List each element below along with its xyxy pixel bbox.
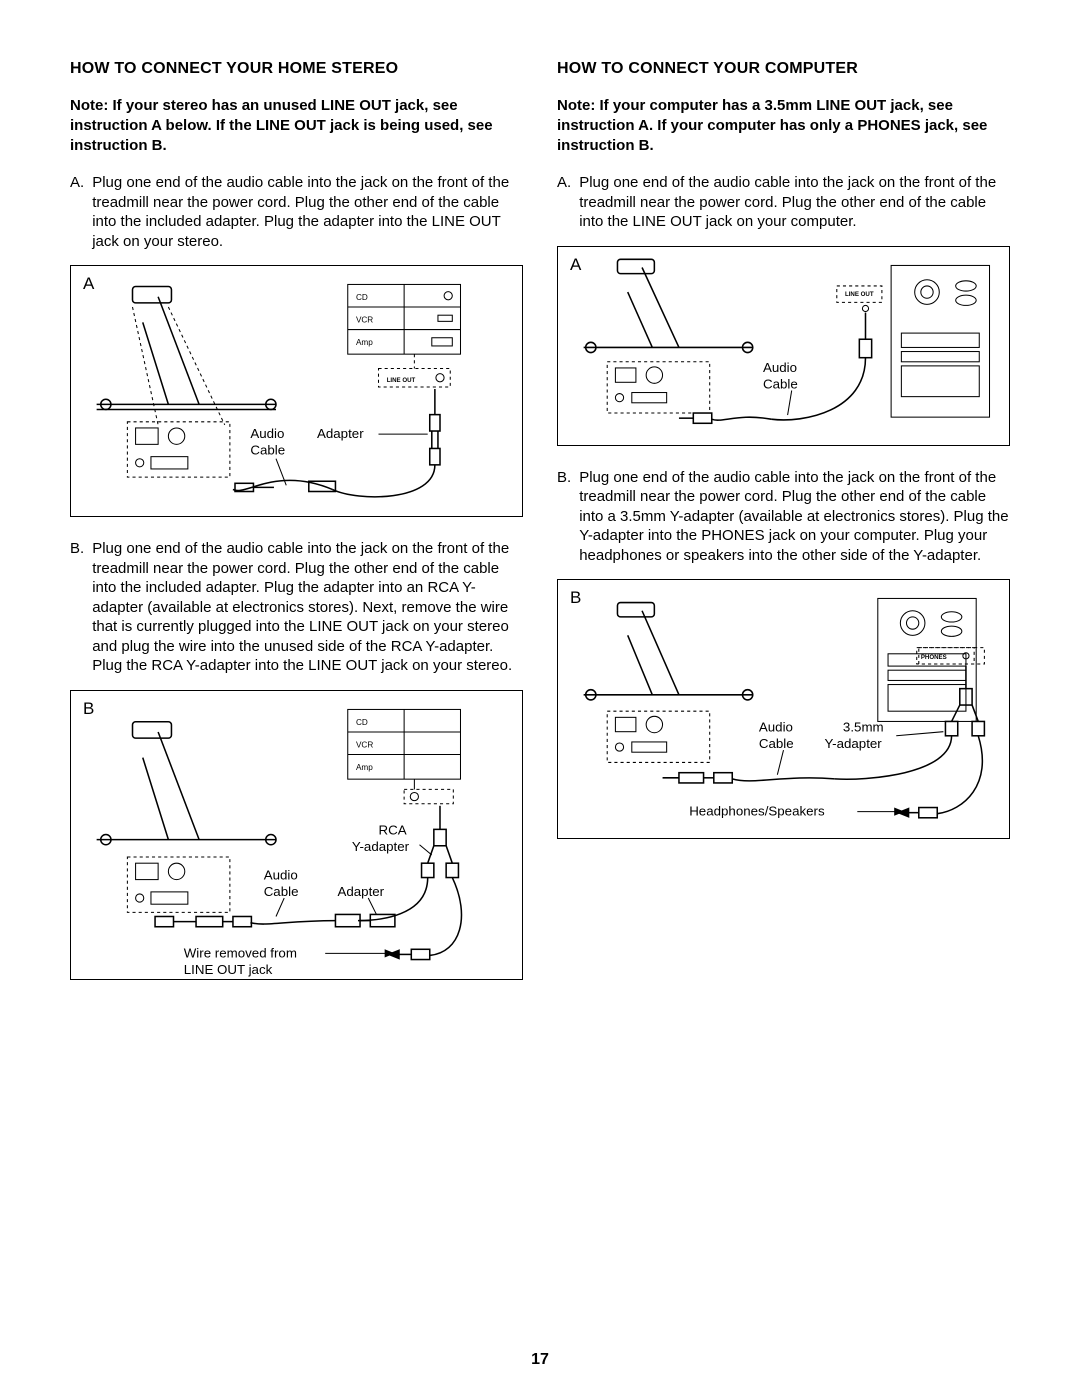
hp-label: Headphones/Speakers (689, 804, 825, 819)
step-text: Plug one end of the audio cable into the… (579, 173, 1010, 232)
step-label: A. (557, 173, 571, 232)
lineout-label: LINE OUT (845, 291, 874, 298)
figure-computer-b: B (557, 579, 1010, 839)
right-step-a: A. Plug one end of the audio cable into … (557, 173, 1010, 232)
left-heading: HOW TO CONNECT YOUR HOME STEREO (70, 60, 523, 78)
cd-label: CD (356, 293, 368, 302)
audio-label: Audio (250, 427, 284, 442)
mm-label: 3.5mm (843, 720, 884, 735)
amp-label: Amp (356, 763, 373, 772)
step-text: Plug one end of the audio cable into the… (92, 173, 523, 251)
figure-stereo-a: A (70, 265, 523, 517)
audio-label: Audio (763, 360, 797, 375)
cable-label: Cable (759, 736, 794, 751)
adapter-label: Adapter (317, 427, 364, 442)
manual-page: HOW TO CONNECT YOUR HOME STEREO Note: If… (0, 0, 1080, 1397)
figure-computer-a: A (557, 246, 1010, 446)
left-note: Note: If your stereo has an unused LINE … (70, 96, 523, 155)
phones-label: PHONES (921, 654, 947, 661)
cd-label: CD (356, 718, 368, 727)
left-step-a: A. Plug one end of the audio cable into … (70, 173, 523, 251)
two-columns: HOW TO CONNECT YOUR HOME STEREO Note: If… (70, 60, 1010, 1002)
figure-letter: B (570, 588, 581, 608)
lineout-label: LINE OUT (387, 377, 416, 384)
right-note: Note: If your computer has a 3.5mm LINE … (557, 96, 1010, 155)
rca-label: RCA (378, 822, 406, 837)
step-label: B. (557, 468, 571, 566)
step-label: B. (70, 539, 84, 676)
step-label: A. (70, 173, 84, 251)
right-step-b: B. Plug one end of the audio cable into … (557, 468, 1010, 566)
audio-label: Audio (759, 720, 793, 735)
wire-removed-label: Wire removed from (184, 945, 297, 960)
right-heading: HOW TO CONNECT YOUR COMPUTER (557, 60, 1010, 78)
right-column: HOW TO CONNECT YOUR COMPUTER Note: If yo… (557, 60, 1010, 1002)
adapter-label: Adapter (337, 884, 384, 899)
yadapter-label: Y-adapter (352, 839, 410, 854)
left-step-b: B. Plug one end of the audio cable into … (70, 539, 523, 676)
vcr-label: VCR (356, 740, 373, 749)
vcr-label: VCR (356, 316, 373, 325)
figure-letter: A (83, 274, 94, 294)
figure-letter: B (83, 699, 94, 719)
cable-label: Cable (763, 376, 798, 391)
cable-label: Cable (250, 443, 285, 458)
figure-stereo-b: B (70, 690, 523, 980)
yadapter-label: Y-adapter (824, 736, 882, 751)
audio-label: Audio (264, 867, 298, 882)
amp-label: Amp (356, 338, 373, 347)
lineout-jack-label: LINE OUT jack (184, 962, 273, 977)
page-number: 17 (0, 1351, 1080, 1369)
left-column: HOW TO CONNECT YOUR HOME STEREO Note: If… (70, 60, 523, 1002)
cable-label: Cable (264, 884, 299, 899)
step-text: Plug one end of the audio cable into the… (92, 539, 523, 676)
step-text: Plug one end of the audio cable into the… (579, 468, 1010, 566)
figure-letter: A (570, 255, 581, 275)
